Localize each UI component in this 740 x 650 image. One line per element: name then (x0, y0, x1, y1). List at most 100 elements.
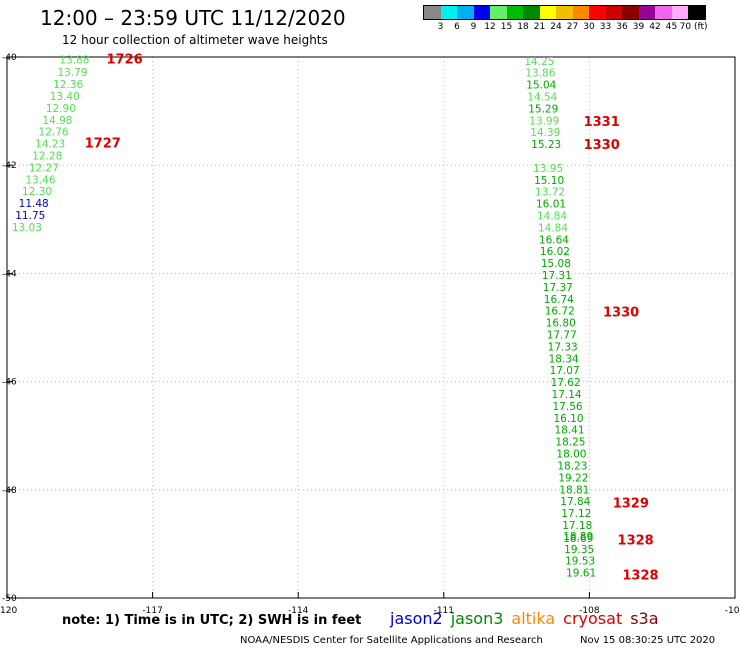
swh-value: 14.84 (537, 211, 567, 223)
legend-tick-label: 3 (437, 22, 444, 32)
legend-tick-label: 21 (533, 22, 546, 32)
swh-value: 11.75 (15, 210, 45, 222)
swh-value: 16.72 (545, 306, 575, 318)
x-tick-label: -111 (434, 606, 454, 616)
swh-value: 19.22 (558, 472, 588, 484)
legend-swatch (688, 6, 705, 19)
time-label: 1328 (622, 568, 658, 583)
legend-swatch (622, 6, 639, 19)
page-subtitle: 12 hour collection of altimeter wave hei… (62, 33, 328, 47)
page-title: 12:00 – 23:59 UTC 11/12/2020 (40, 6, 346, 30)
swh-value: 15.23 (531, 139, 561, 151)
legend-tick-label: 18 (517, 22, 529, 32)
swh-value: 17.37 (543, 282, 573, 294)
swh-value: 12.76 (39, 127, 69, 139)
swh-value: 15.08 (541, 258, 571, 270)
swh-value: 16.02 (540, 246, 570, 258)
swh-value: 12.90 (46, 103, 76, 115)
legend-swatch (539, 6, 556, 19)
swh-value: 18.41 (554, 425, 584, 437)
legend-swatch (556, 6, 573, 19)
swh-value: 17.77 (547, 330, 577, 342)
legend-swatch (671, 6, 688, 19)
satellite-label: jason3 (450, 609, 504, 628)
x-tick-label: -108 (579, 606, 600, 616)
legend-swatch (589, 6, 606, 19)
swh-value: 17.07 (550, 365, 580, 377)
swh-value: 18.23 (557, 460, 587, 472)
swh-value: 13.72 (535, 187, 565, 199)
swh-value: 16.64 (539, 234, 569, 246)
swh-value: 15.29 (528, 103, 558, 115)
time-label: 1330 (603, 305, 639, 320)
legend-swatch (605, 6, 622, 19)
legend-swatch (523, 6, 540, 19)
legend-swatch (506, 6, 523, 19)
swh-value: 16.10 (553, 413, 583, 425)
color-scale-bar (423, 5, 706, 20)
swh-value: 13.40 (50, 91, 80, 103)
legend-tick-label: 12 (484, 22, 496, 32)
time-label: 1330 (584, 138, 620, 153)
swh-value: 18.25 (555, 437, 585, 449)
swh-value: 17.56 (553, 401, 583, 413)
y-tick-label: -46 (2, 378, 17, 388)
x-tick-label: -117 (142, 606, 162, 616)
legend-tick-label: 42 (649, 22, 661, 32)
legend-tick-label: 27 (566, 22, 579, 32)
x-tick-label: -120 (0, 606, 17, 616)
time-label: 1329 (613, 496, 649, 511)
color-scale-ticks: 3 6 9 12 15 18 21 24 27 30 33 36 39 42 45 70 (ft) (423, 20, 708, 34)
swh-value: 13.79 (57, 67, 87, 79)
swh-value: 18.00 (556, 449, 586, 461)
swh-value: 17.12 (561, 508, 591, 520)
x-tick-label: -105 (725, 606, 740, 616)
swh-value: 19.61 (566, 568, 596, 580)
swh-value: 13.46 (25, 174, 55, 186)
legend-swatch (473, 6, 490, 19)
swh-value: 16.01 (536, 199, 566, 211)
legend-swatch (490, 6, 507, 19)
note-text: note: 1) Time is in UTC; 2) SWH is in fe… (62, 613, 362, 628)
time-label: 1331 (584, 115, 620, 130)
swh-value: 13.03 (12, 222, 42, 234)
swh-value: 17.84 (560, 496, 590, 508)
swh-value: 19.53 (565, 556, 595, 568)
legend-tick-label: 30 (583, 22, 595, 32)
swh-value: 15.04 (526, 80, 556, 92)
swh-value: 13.99 (529, 115, 559, 127)
legend-swatch (572, 6, 589, 19)
swh-value: 18.89 (563, 531, 593, 543)
time-label: 1727 (85, 137, 121, 152)
legend-tick-label: 6 (454, 22, 460, 32)
swh-value: 13.86 (525, 68, 555, 80)
swh-value: 12.30 (22, 186, 52, 198)
legend-tick-label: 45 (665, 22, 678, 32)
plot-frame (6, 56, 736, 599)
swh-value: 17.31 (542, 270, 572, 282)
legend-tick-label: 39 (632, 22, 645, 32)
swh-value: 13.95 (533, 163, 563, 175)
time-label: 1726 (106, 53, 142, 68)
footer-credit: NOAA/NESDIS Center for Satellite Applica… (240, 635, 543, 646)
y-tick-label: -48 (2, 486, 17, 496)
swh-value: 12.28 (32, 150, 62, 162)
legend-tick-label: 24 (550, 22, 562, 32)
time-label: 1328 (618, 534, 654, 549)
swh-value: 15.10 (534, 175, 564, 187)
y-tick-label: -42 (2, 161, 17, 171)
legend-tick-label: 70 (ft) (679, 22, 708, 32)
swh-value: 14.25 (524, 56, 554, 68)
swh-value: 17.18 (562, 520, 592, 532)
legend-swatch (424, 6, 441, 19)
swh-value: 14.23 (35, 139, 65, 151)
swh-value: 19.35 (564, 544, 594, 556)
swh-value: 18.81 (559, 484, 589, 496)
footer-timestamp: Nov 15 08:30:25 UTC 2020 (580, 635, 716, 646)
legend-tick-label: 36 (616, 22, 628, 32)
swh-value: 17.14 (552, 389, 582, 401)
swh-value: 14.39 (530, 127, 560, 139)
satellite-label: jason2 (390, 609, 443, 628)
y-tick-label: -50 (2, 594, 17, 604)
